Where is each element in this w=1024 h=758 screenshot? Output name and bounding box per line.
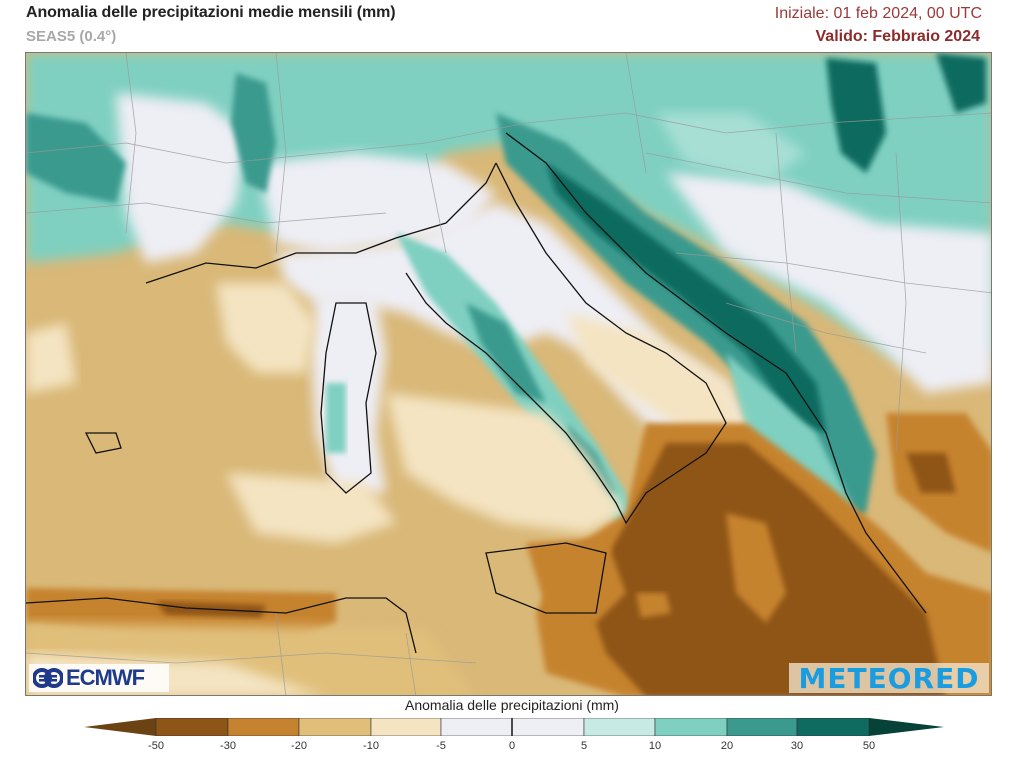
tick-label: -10 — [363, 740, 379, 752]
map-title: Anomalia delle precipitazioni medie mens… — [26, 4, 396, 21]
colorbar — [84, 718, 944, 736]
meteored-logo: METEORED — [789, 661, 989, 695]
tick-label: 10 — [648, 740, 662, 752]
tick-label: 20 — [720, 740, 734, 752]
tick-label: -30 — [220, 740, 236, 752]
tick-label: -50 — [148, 740, 164, 752]
tick-label: -5 — [436, 740, 446, 752]
legend-title: Anomalia delle precipitazioni (mm) — [405, 697, 619, 713]
model-label: SEAS5 (0.4°) — [26, 28, 117, 45]
ecmwf-logo-text: ECMWF — [66, 665, 145, 690]
map-shading — [26, 53, 991, 695]
ecmwf-logo: ECMWF — [29, 664, 169, 692]
meteored-logo-text: METEORED — [798, 661, 980, 695]
tick-label: 30 — [790, 740, 804, 752]
tick-label: 5 — [580, 740, 588, 752]
tick-label: -20 — [291, 740, 307, 752]
ecmwf-mark-icon — [33, 668, 63, 688]
tick-label: 50 — [862, 740, 876, 752]
initial-time: Iniziale: 01 feb 2024, 00 UTC — [774, 5, 982, 22]
valid-period: Valido: Febbraio 2024 — [815, 28, 981, 45]
anomaly-map: ECMWF METEORED — [25, 52, 992, 696]
tick-label: 0 — [508, 740, 516, 752]
